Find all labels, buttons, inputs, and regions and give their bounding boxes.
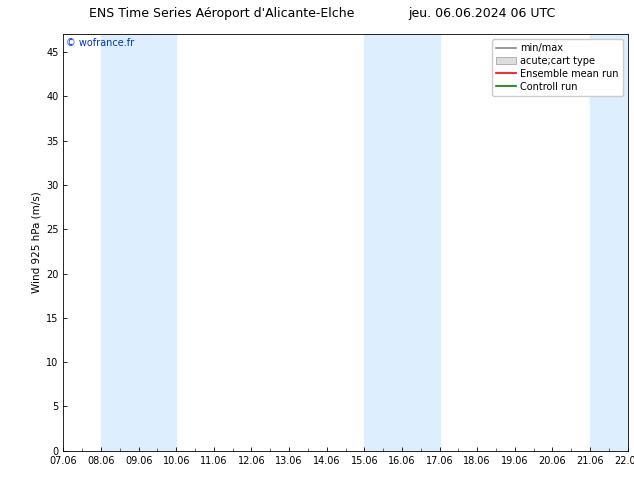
Text: ENS Time Series Aéroport d'Alicante-Elche: ENS Time Series Aéroport d'Alicante-Elch… xyxy=(89,7,354,21)
Bar xyxy=(590,34,628,451)
Bar xyxy=(139,34,176,451)
Bar xyxy=(402,34,439,451)
Text: © wofrance.fr: © wofrance.fr xyxy=(66,38,134,49)
Text: jeu. 06.06.2024 06 UTC: jeu. 06.06.2024 06 UTC xyxy=(408,7,555,21)
Bar xyxy=(365,34,402,451)
Legend: min/max, acute;cart type, Ensemble mean run, Controll run: min/max, acute;cart type, Ensemble mean … xyxy=(492,39,623,96)
Y-axis label: Wind 925 hPa (m/s): Wind 925 hPa (m/s) xyxy=(32,192,42,294)
Bar xyxy=(101,34,139,451)
